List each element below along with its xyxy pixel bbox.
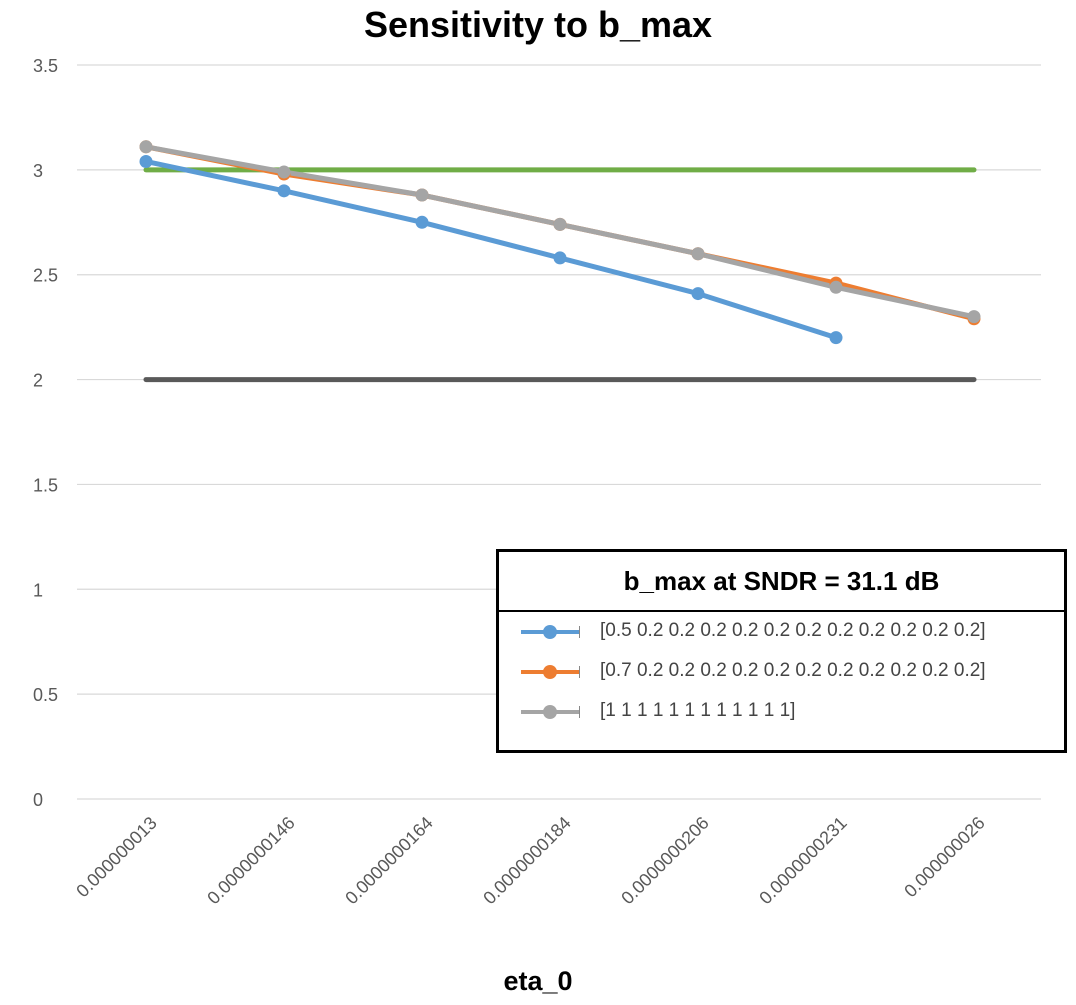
- data-point: [277, 184, 291, 198]
- data-point: [829, 331, 843, 345]
- legend-item: [0.5 0.2 0.2 0.2 0.2 0.2 0.2 0.2 0.2 0.2…: [499, 612, 1064, 652]
- series-line: [143, 144, 977, 322]
- data-point: [967, 310, 981, 324]
- y-tick-label: 3.5: [33, 56, 58, 76]
- data-point: [691, 287, 705, 301]
- x-tick-labels: 0.000000013 0.0000000146 0.0000000164 0.000…: [72, 813, 988, 909]
- chart-title: Sensitivity to b_max: [363, 4, 713, 45]
- y-tick-label: 2: [33, 371, 43, 391]
- legend-swatch-series-3: [521, 704, 580, 720]
- x-tick-label: 0.0000000164: [341, 813, 437, 909]
- data-point: [415, 215, 429, 229]
- y-tick-label: 2.5: [33, 266, 58, 286]
- data-point: [139, 140, 153, 154]
- x-axis-label: eta_0: [503, 966, 573, 996]
- legend-label: [0.7 0.2 0.2 0.2 0.2 0.2 0.2 0.2 0.2 0.2…: [600, 660, 986, 681]
- data-point: [691, 247, 705, 261]
- y-tick-labels: 0 0.5 1 1.5 2 2.5 3 3.5: [33, 56, 58, 810]
- y-tick-label: 1.5: [33, 475, 58, 495]
- x-tick-label: 0.0000000231: [755, 813, 851, 909]
- legend-label: [0.5 0.2 0.2 0.2 0.2 0.2 0.2 0.2 0.2 0.2…: [600, 620, 986, 641]
- legend-swatch-series-1: [521, 624, 580, 640]
- x-tick-label: 0.0000000146: [203, 813, 299, 909]
- data-point: [277, 165, 291, 179]
- legend-item: [0.7 0.2 0.2 0.2 0.2 0.2 0.2 0.2 0.2 0.2…: [499, 652, 1064, 692]
- series-line: [143, 158, 839, 341]
- x-tick-label: 0.0000000184: [479, 813, 575, 909]
- legend-item: [1 1 1 1 1 1 1 1 1 1 1 1]: [499, 692, 1064, 732]
- series-markers: [139, 140, 981, 345]
- x-tick-label: 0.000000026: [900, 813, 988, 901]
- legend-title: b_max at SNDR = 31.1 dB: [499, 552, 1064, 612]
- data-point: [553, 251, 567, 265]
- legend-swatch-series-2: [521, 664, 580, 680]
- data-point: [553, 217, 567, 231]
- x-tick-label: 0.0000000206: [617, 813, 713, 909]
- data-point: [829, 280, 843, 294]
- legend-label: [1 1 1 1 1 1 1 1 1 1 1 1]: [600, 700, 796, 721]
- data-point: [415, 188, 429, 202]
- y-tick-label: 1: [33, 580, 43, 600]
- y-tick-label: 0.5: [33, 685, 58, 705]
- legend: b_max at SNDR = 31.1 dB [0.5 0.2 0.2 0.2…: [496, 549, 1067, 753]
- y-tick-label: 0: [33, 790, 43, 810]
- data-point: [139, 154, 153, 168]
- x-tick-label: 0.000000013: [72, 813, 160, 901]
- y-tick-label: 3: [33, 161, 43, 181]
